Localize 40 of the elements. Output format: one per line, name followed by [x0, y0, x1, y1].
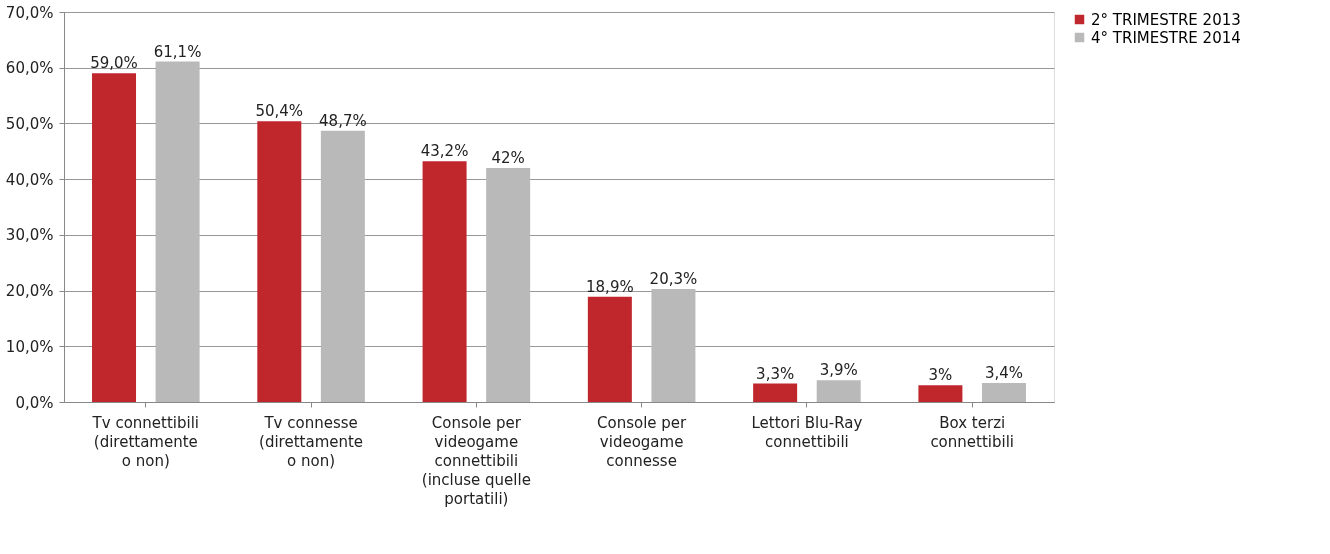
y-tick-label: 10,0%	[5, 337, 54, 356]
bar	[981, 383, 1026, 402]
bar	[651, 288, 696, 402]
data-label: 3,4%	[984, 364, 1024, 383]
data-label: 50,4%	[255, 102, 304, 121]
x-tick-label: Console per videogame connettibili (incluse quelle portatili)	[421, 413, 531, 508]
data-label: 48,7%	[319, 111, 367, 130]
y-tick-label: 0,0%	[15, 393, 54, 412]
bar	[486, 168, 531, 402]
y-tick-label: 20,0%	[5, 282, 54, 301]
x-tick-label: Console per videogame connesse	[597, 413, 688, 470]
bar	[753, 383, 798, 402]
legend-label: 2° TRIMESTRE 2013	[1091, 10, 1241, 29]
x-tick-label: Lettori Blu-Ray connettibili	[751, 413, 863, 451]
data-label: 3,3%	[756, 364, 795, 383]
bar	[918, 385, 963, 402]
data-label: 18,9%	[586, 277, 634, 296]
data-label: 43,2%	[420, 142, 469, 161]
data-label: 59,0%	[90, 54, 138, 73]
data-label: 3%	[928, 366, 953, 385]
x-tick-label: Box terzi connettibili	[930, 413, 1014, 451]
bar	[422, 161, 467, 402]
y-tick-label: 30,0%	[5, 226, 54, 245]
bar	[816, 380, 861, 402]
data-label: 3,9%	[819, 361, 858, 380]
x-tick-label: Tv connettibili (direttamente o non)	[91, 413, 200, 470]
bar	[320, 130, 365, 402]
bar	[92, 73, 137, 402]
x-tick-label: Tv connesse (direttamente o non)	[259, 413, 364, 470]
bar	[587, 296, 632, 402]
bar	[155, 61, 200, 402]
y-tick-label: 70,0%	[5, 3, 54, 22]
y-tick-label: 60,0%	[5, 59, 54, 78]
data-label: 20,3%	[649, 269, 698, 288]
data-label: 42%	[491, 149, 525, 167]
y-tick-label: 50,0%	[5, 114, 54, 133]
data-label: 61,1%	[153, 42, 202, 61]
legend-label: 4° TRIMESTRE 2014	[1091, 28, 1241, 47]
y-tick-label: 40,0%	[5, 170, 54, 189]
bar	[257, 121, 302, 402]
